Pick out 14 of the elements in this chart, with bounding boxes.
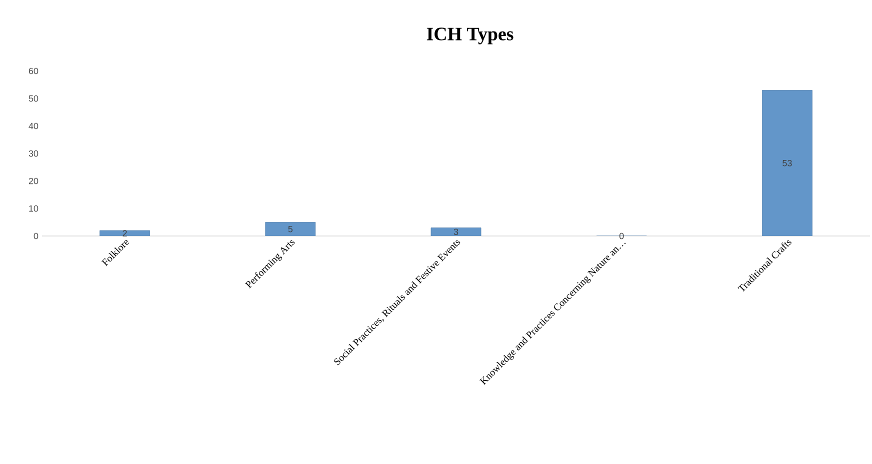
data-label: 3: [454, 228, 458, 236]
y-tick-label: 30: [28, 150, 38, 157]
y-tick-label: 60: [28, 68, 38, 74]
chart-title: ICH Types: [426, 28, 514, 44]
data-label: 2: [122, 230, 127, 236]
y-tick-label: 20: [28, 178, 38, 184]
y-tick-label: 0: [34, 232, 38, 240]
data-label: 5: [288, 226, 293, 232]
y-tick-label: 50: [28, 95, 38, 102]
y-tick-label: 10: [29, 205, 38, 212]
bar: [762, 90, 812, 236]
y-tick-label: 40: [28, 122, 38, 130]
data-label: 53: [782, 160, 792, 166]
bar: [265, 222, 316, 236]
